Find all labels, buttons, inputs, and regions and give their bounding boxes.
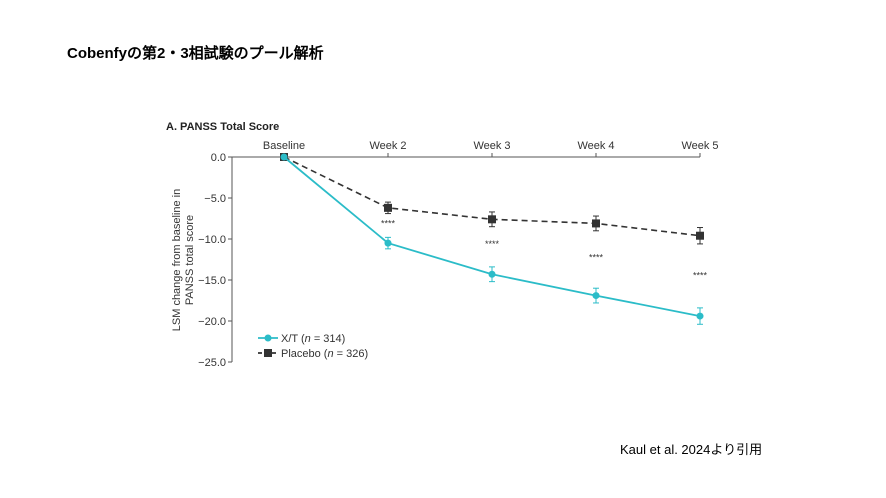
y-tick-label: −15.0	[198, 275, 226, 287]
data-point	[384, 203, 392, 212]
x-tick-label: Week 5	[681, 140, 718, 152]
significance-label: ****	[589, 252, 604, 262]
data-point	[696, 231, 704, 240]
data-point	[488, 215, 496, 224]
data-point	[592, 292, 600, 300]
y-tick-label: −10.0	[198, 234, 226, 246]
data-point	[696, 312, 704, 320]
y-axis-label: LSM change from baseline inPANSS total s…	[171, 189, 196, 331]
chart-title: A. PANSS Total Score	[166, 121, 279, 133]
legend-marker	[264, 349, 272, 357]
data-point	[488, 270, 496, 278]
x-tick-label: Week 4	[577, 140, 614, 152]
data-point	[592, 219, 600, 228]
y-tick-label: −25.0	[198, 357, 226, 369]
legend-label: Placebo (n = 326)	[281, 348, 368, 360]
significance-label: ****	[381, 219, 396, 229]
y-tick-label: 0.0	[211, 152, 226, 164]
y-axis-label-line: PANSS total score	[184, 215, 196, 305]
significance-label: ****	[485, 239, 500, 249]
significance-label: ****	[693, 270, 708, 280]
slide-title: Cobenfyの第2・3相試験のプール解析	[67, 45, 324, 62]
data-point	[280, 153, 288, 161]
legend-label: X/T (n = 314)	[281, 333, 345, 345]
citation: Kaul et al. 2024より引用	[620, 442, 763, 457]
legend-marker	[264, 334, 272, 342]
series-line-xt	[283, 156, 701, 317]
y-axis-label-line: LSM change from baseline in	[171, 189, 183, 331]
data-point	[384, 239, 392, 247]
x-tick-label: Week 3	[473, 140, 510, 152]
y-tick-label: −20.0	[198, 316, 226, 328]
x-tick-label: Baseline	[263, 140, 305, 152]
y-tick-label: −5.0	[204, 193, 226, 205]
x-tick-label: Week 2	[369, 140, 406, 152]
